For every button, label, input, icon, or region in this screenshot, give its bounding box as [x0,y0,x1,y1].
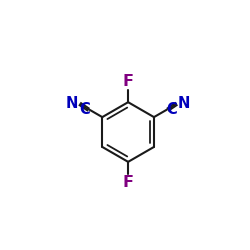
Text: N: N [178,96,190,111]
Text: F: F [122,74,134,89]
Text: C: C [79,102,90,118]
Text: F: F [122,175,134,190]
Text: N: N [66,96,78,111]
Text: C: C [166,102,177,118]
